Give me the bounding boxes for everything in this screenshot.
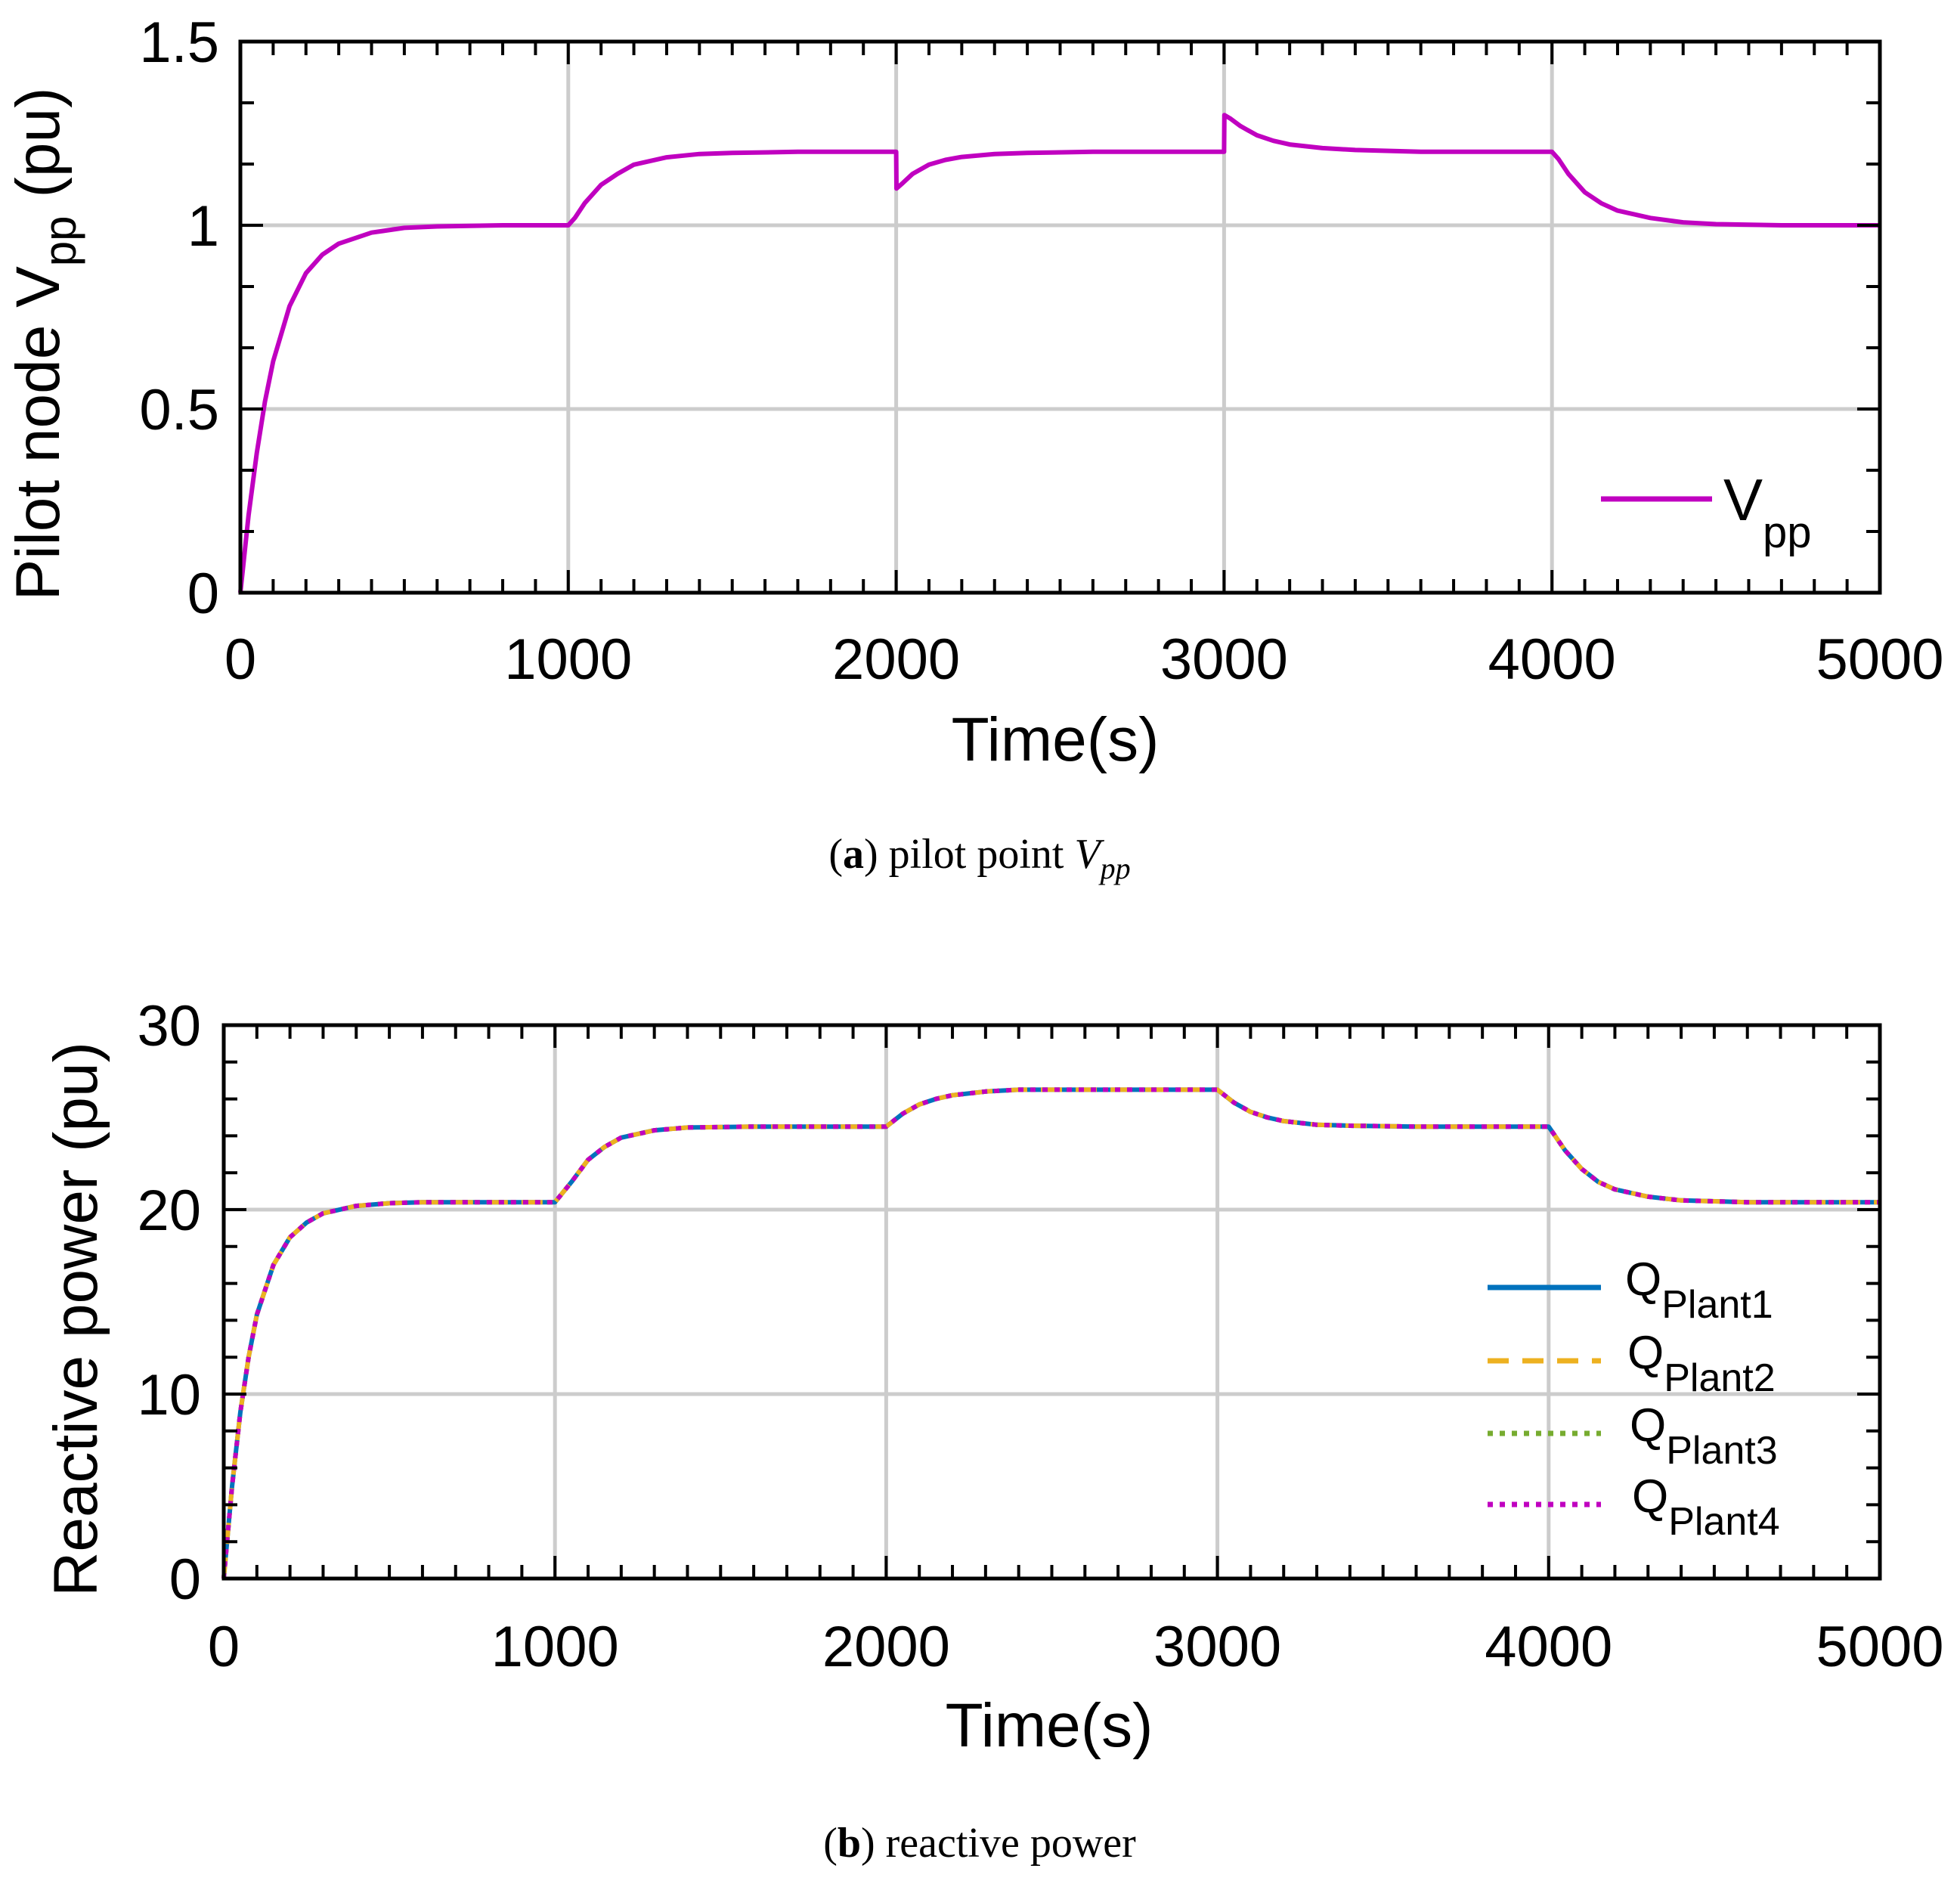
b-ytick-label-1: 10 <box>137 1363 201 1427</box>
b-legend-label-plant2: QPlant2 <box>1627 1327 1776 1400</box>
a-legend-label-vpp-main: V <box>1723 466 1763 533</box>
b-legend-label-main: Q <box>1627 1327 1664 1379</box>
b-xtick-label-2: 2000 <box>822 1615 950 1679</box>
b-legend-label-main: Q <box>1630 1399 1666 1452</box>
b-ytick-label-3: 30 <box>137 994 201 1058</box>
b-series-group <box>221 1087 1880 1579</box>
a-xtick-label-0: 0 <box>224 627 256 692</box>
b-legend-label-sub: Plant1 <box>1661 1283 1773 1327</box>
b-legend-label-main: Q <box>1625 1253 1661 1306</box>
b-legend-label-sub: Plant4 <box>1668 1500 1779 1544</box>
caption-a-text: pilot point <box>889 831 1064 878</box>
b-legend-label-plant1: QPlant1 <box>1625 1253 1773 1327</box>
a-ytick-label-0: 0 <box>187 562 219 626</box>
b-gridlines <box>224 1025 1880 1579</box>
a-tick-marks <box>239 40 1881 594</box>
b-xtick-label-5: 5000 <box>1816 1615 1943 1679</box>
a-x-tick-labels: 0 1000 2000 3000 4000 5000 <box>224 627 1944 692</box>
chart-b: 0 1000 2000 3000 4000 5000 0 10 20 30 Time(s) Re… <box>42 994 1944 1760</box>
b-legend-label-main: Q <box>1632 1470 1668 1523</box>
a-x-axis-label: Time(s) <box>952 705 1160 774</box>
b-plot-frame <box>221 1023 1882 1581</box>
caption-b-label: b <box>838 1820 861 1867</box>
a-y-axis-label-unit: (pu) <box>4 88 73 198</box>
b-xtick-label-3: 3000 <box>1153 1615 1281 1679</box>
chart-a: 0 1000 2000 3000 4000 5000 0 0.5 1 1.5 Time(s) P… <box>4 11 1944 774</box>
b-series-line-plant2 <box>221 1087 1880 1579</box>
a-xtick-label-4: 4000 <box>1488 627 1616 692</box>
b-x-tick-labels: 0 1000 2000 3000 4000 5000 <box>208 1615 1944 1679</box>
b-xtick-label-1: 1000 <box>491 1615 619 1679</box>
b-legend-label-plant4: QPlant4 <box>1632 1470 1780 1544</box>
b-legend-label-sub: Plant3 <box>1666 1429 1777 1473</box>
b-xtick-label-4: 4000 <box>1485 1615 1612 1679</box>
a-xtick-label-3: 3000 <box>1160 627 1288 692</box>
b-ytick-label-2: 20 <box>137 1179 201 1243</box>
a-ytick-label-3: 1.5 <box>139 11 219 75</box>
a-y-axis-label: Pilot node Vpp (pu) <box>4 88 85 601</box>
caption-a-label: a <box>843 831 864 878</box>
a-legend-label-vpp: Vpp <box>1723 466 1812 557</box>
b-legend-label-sub: Plant2 <box>1664 1356 1775 1400</box>
b-y-axis-label: Reactive power (pu) <box>42 1042 110 1597</box>
a-ytick-label-1: 0.5 <box>139 378 219 442</box>
caption-a: (a) pilot point Vpp <box>828 831 1130 885</box>
b-x-axis-label: Time(s) <box>946 1691 1153 1760</box>
b-legend-label-plant3: QPlant3 <box>1630 1399 1778 1473</box>
a-legend-label-vpp-sub: pp <box>1763 508 1812 557</box>
caption-a-symbol-sub: pp <box>1098 851 1131 885</box>
a-y-tick-labels: 0 0.5 1 1.5 <box>139 11 219 626</box>
b-y-tick-labels: 0 10 20 30 <box>137 994 201 1612</box>
a-xtick-label-2: 2000 <box>832 627 960 692</box>
a-y-axis-label-main: Pilot node V <box>4 266 73 600</box>
a-series-group <box>238 113 1880 593</box>
b-xtick-label-0: 0 <box>208 1615 240 1679</box>
a-series-line-pp <box>238 113 1880 593</box>
b-ytick-label-0: 0 <box>169 1548 201 1612</box>
caption-b-text: reactive power <box>886 1820 1136 1867</box>
a-ytick-label-2: 1 <box>187 194 219 259</box>
a-y-axis-label-sub: pp <box>35 215 85 266</box>
a-plot-frame <box>238 39 1882 595</box>
a-legend: Vpp <box>1601 466 1812 557</box>
caption-a-symbol: V <box>1074 831 1104 878</box>
a-xtick-label-1: 1000 <box>504 627 632 692</box>
caption-b: (b) reactive power <box>823 1820 1136 1867</box>
a-gridlines <box>240 42 1880 593</box>
a-xtick-label-5: 5000 <box>1816 627 1943 692</box>
